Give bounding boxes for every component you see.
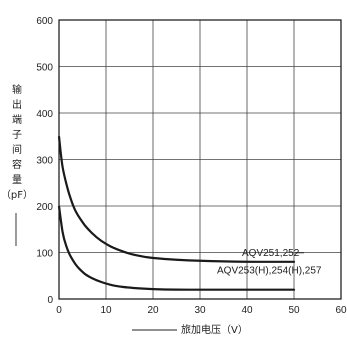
y-label-char: 端 [12,113,22,126]
y-tick-label: 100 [36,249,53,260]
x-axis-label: 旅加电压（V） [181,323,248,336]
y-tick-label: 200 [36,202,53,213]
y-tick-label: 500 [36,63,53,74]
y-tick-label: 0 [47,295,53,306]
x-tick-label: 30 [194,305,206,316]
y-label-char: 出 [12,98,22,111]
x-tick-label: 60 [335,305,347,316]
series-line-2 [57,205,296,291]
y-label-char: 量 [12,174,22,186]
curves [57,136,296,291]
x-tick-label: 20 [147,305,159,316]
series-line-1 [57,136,296,263]
x-tick-label: 40 [241,305,253,316]
y-tick-label: 400 [36,109,53,120]
series-label-2: AQV253(H),254(H),257 [217,266,322,277]
y-label-char: （pF） [1,189,33,201]
plot-frame [58,19,342,300]
y-label-char: 输 [12,83,22,96]
y-tick-label: 600 [36,16,53,27]
series-label-1: AQV251,252 [242,248,300,259]
y-label-char: 容 [12,158,22,171]
x-tick-label: 10 [100,305,112,316]
y-label-char: 间 [12,143,22,156]
x-tick-label: 50 [288,305,300,316]
y-label-char: 子 [12,129,22,141]
y-tick-label: 300 [36,156,53,167]
series-labels: AQV251,252 AQV253(H),254(H),257 [217,248,322,277]
x-tick-label: 0 [56,305,62,316]
